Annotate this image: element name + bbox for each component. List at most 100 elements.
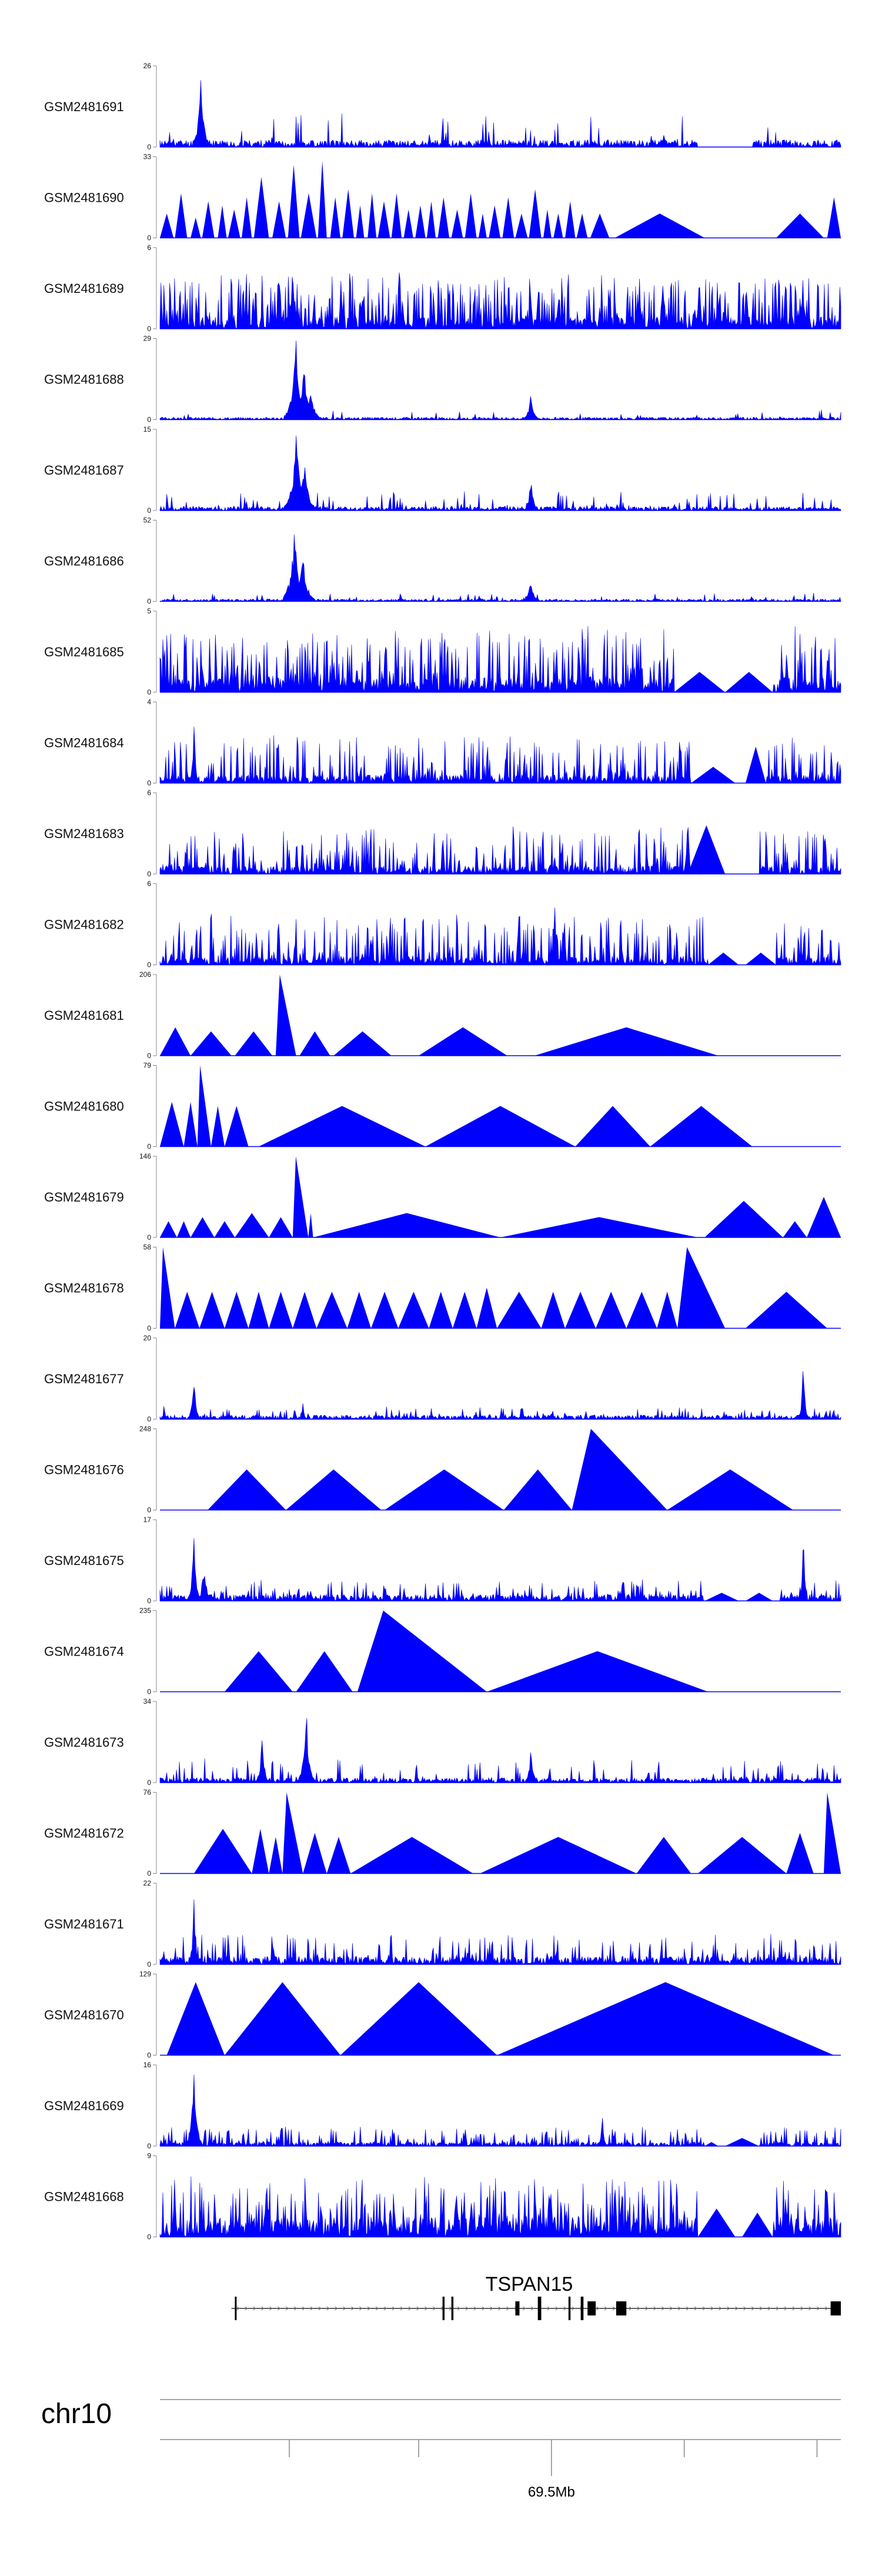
strand-arrow (637, 2306, 640, 2311)
coverage-segment (704, 2142, 719, 2146)
coverage-segment (191, 218, 201, 238)
track-label: GSM2481691 (44, 99, 124, 114)
strand-arrow (425, 2306, 428, 2311)
coverage-segment (300, 193, 317, 238)
strand-arrow (392, 2306, 395, 2311)
strand-arrow (776, 2306, 779, 2311)
strand-arrow (604, 2306, 607, 2311)
track-GSM2481676: GSM2481676 248 0 (44, 1425, 841, 1514)
coverage-signal (159, 1371, 841, 1420)
y-max-label: 248 (139, 1425, 151, 1433)
track-label: GSM2481685 (44, 645, 124, 659)
coverage-segment (269, 1837, 283, 1874)
strand-arrow (318, 2306, 322, 2311)
coverage-signal (159, 1538, 841, 1602)
coverage-segment (160, 1247, 175, 1329)
coverage-segment (191, 1031, 232, 1056)
coverage-segment (316, 1292, 348, 1329)
strand-arrow (653, 2306, 657, 2311)
track-label: GSM2481681 (44, 1008, 124, 1023)
track-GSM2481673: GSM2481673 34 0 (44, 1697, 841, 1787)
strand-arrow (408, 2306, 412, 2311)
exon (537, 2297, 542, 2320)
y-max-label: 129 (139, 1970, 151, 1978)
coverage-segment (350, 1837, 473, 1874)
coverage-segment (476, 1287, 497, 1329)
strand-arrow (825, 2306, 828, 2311)
coverage-signal (159, 2074, 841, 2147)
strand-arrow (735, 2306, 739, 2311)
coverage-signal (159, 2176, 841, 2238)
coverage-segment (166, 1982, 225, 2056)
coverage-segment (326, 1837, 351, 1874)
coverage-segment (725, 2138, 759, 2146)
coverage-segment (745, 952, 776, 965)
strand-arrow (572, 2306, 575, 2311)
track-GSM2481675: GSM2481675 17 0 (44, 1516, 841, 1605)
y-min-label: 0 (147, 688, 151, 696)
track-GSM2481674: GSM2481674 235 0 (44, 1607, 841, 1696)
coverage-segment (553, 213, 563, 238)
strand-arrow (457, 2306, 460, 2311)
track-GSM2481683: GSM2481683 6 0 (44, 789, 841, 878)
y-max-label: 76 (143, 1788, 152, 1797)
coverage-segment (282, 1792, 303, 1874)
track-GSM2481679: GSM2481679 146 0 (44, 1152, 841, 1242)
track-label: GSM2481674 (44, 1644, 124, 1659)
coverage-segment (228, 209, 240, 238)
strand-arrow (743, 2306, 747, 2311)
track-GSM2481672: GSM2481672 76 0 (44, 1788, 841, 1878)
coverage-segment (252, 1828, 269, 1874)
y-max-label: 6 (147, 880, 151, 888)
coverage-segment (529, 189, 542, 238)
strand-arrow (383, 2306, 387, 2311)
y-min-label: 0 (147, 870, 151, 878)
strand-arrow (359, 2306, 362, 2311)
coverage-segment (235, 1213, 269, 1237)
coverage-segment (437, 197, 450, 238)
y-max-label: 33 (143, 153, 152, 161)
track-GSM2481691: GSM2481691 26 0 (44, 62, 841, 151)
coverage-segment (176, 1221, 191, 1237)
y-min-label: 0 (147, 1870, 151, 1878)
coverage-segment (480, 1837, 637, 1874)
coverage-segment (318, 161, 327, 238)
y-min-label: 0 (147, 506, 151, 515)
coverage-segment (258, 1106, 426, 1147)
coverage-segment (576, 213, 588, 238)
strand-arrow (375, 2306, 379, 2311)
track-GSM2481670: GSM2481670 129 0 (44, 1970, 841, 2060)
coverage-segment (202, 201, 215, 238)
coverage-segment (292, 1156, 309, 1237)
y-min-label: 0 (147, 961, 151, 969)
y-min-label: 0 (147, 598, 151, 606)
exon (830, 2301, 841, 2315)
coverage-segment (371, 1292, 399, 1329)
strand-arrow (506, 2306, 510, 2311)
y-max-label: 58 (143, 1243, 152, 1252)
strand-arrow (269, 2306, 273, 2311)
coverage-segment (759, 866, 766, 874)
strand-arrow (285, 2306, 289, 2311)
y-max-label: 235 (139, 1607, 151, 1615)
strand-arrow (784, 2306, 787, 2311)
coverage-segment (175, 193, 188, 238)
coverage-signal (159, 907, 841, 966)
track-label: GSM2481678 (44, 1281, 124, 1296)
coverage-segment (541, 1292, 565, 1329)
track-GSM2481686: GSM2481686 52 0 (44, 516, 841, 606)
coverage-segment (218, 205, 227, 238)
coverage-segment (742, 2213, 773, 2237)
strand-arrow (645, 2306, 649, 2311)
track-GSM2481689: GSM2481689 6 0 (44, 243, 841, 333)
coverage-segment (160, 1027, 191, 1056)
strand-arrow (473, 2306, 477, 2311)
y-max-label: 29 (143, 335, 152, 343)
coverage-signal (159, 534, 841, 602)
y-min-label: 0 (147, 325, 151, 333)
coverage-segment (225, 1651, 293, 1692)
coverage-segment (175, 1292, 200, 1329)
track-GSM2481688: GSM2481688 29 0 (44, 335, 841, 424)
strand-arrow (302, 2306, 305, 2311)
